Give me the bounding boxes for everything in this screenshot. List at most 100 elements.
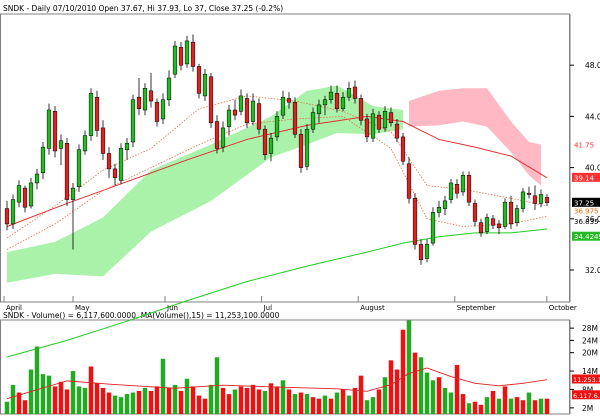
- volume-y-tick-label: 28M: [582, 324, 598, 333]
- price-box-label: 36.835: [574, 218, 599, 226]
- candle-body: [508, 201, 514, 225]
- candle-body: [250, 100, 256, 122]
- volume-bar: [448, 392, 454, 414]
- candle-body: [82, 135, 88, 152]
- volume-bar: [226, 394, 232, 414]
- volume-bar: [130, 392, 136, 414]
- candle-body: [412, 198, 418, 245]
- candle-body: [226, 109, 232, 127]
- volume-bar: [538, 398, 544, 414]
- volume-bar: [202, 398, 208, 414]
- volume-bar: [376, 389, 382, 414]
- volume-bar: [112, 395, 118, 414]
- y-tick-label: 32.0: [585, 266, 600, 275]
- candle-body: [244, 98, 250, 124]
- volume-bar: [442, 387, 448, 414]
- volume-y-tick-label: 2M: [582, 404, 593, 413]
- volume-bar: [334, 392, 340, 414]
- candle-body: [370, 113, 376, 139]
- price-box-label: 39.14: [574, 174, 595, 182]
- candle-body: [202, 73, 208, 97]
- candle-body: [184, 40, 190, 65]
- candle-body: [178, 47, 184, 66]
- volume-ma-box: [572, 374, 600, 384]
- volume-bar: [364, 400, 370, 414]
- candle-body: [28, 182, 34, 207]
- volume-bar: [208, 384, 214, 414]
- volume-bar: [532, 400, 538, 414]
- candle-body: [406, 163, 412, 199]
- volume-bar: [280, 380, 286, 414]
- volume-bar: [526, 392, 532, 414]
- volume-bar: [82, 387, 88, 414]
- volume-bar: [544, 398, 550, 414]
- volume-bar: [196, 395, 202, 414]
- volume-bar: [142, 387, 148, 414]
- candle-body: [340, 96, 346, 109]
- volume-bar: [286, 389, 292, 414]
- candle-body: [310, 112, 316, 130]
- volume-ma-box-label: 11.253.1...: [573, 376, 600, 384]
- candle-body: [526, 192, 532, 195]
- volume-y-axis: 2M 8M 14M 20M 24M 28M 11.253.1... 6.117.6...: [570, 324, 600, 413]
- candle-body: [316, 104, 322, 115]
- volume-bar: [358, 375, 364, 414]
- volume-bar: [502, 386, 508, 414]
- candle-body: [64, 143, 70, 200]
- candle-body: [16, 185, 22, 203]
- candle-body: [322, 99, 328, 106]
- volume-bar: [34, 346, 40, 414]
- volume-bar: [160, 358, 166, 414]
- x-month-label: Jul: [263, 304, 273, 312]
- candle-body: [88, 93, 94, 136]
- candle-body: [358, 98, 364, 121]
- price-box-label: 36.975: [574, 208, 599, 216]
- volume-y-tick-label: 14M: [582, 367, 598, 376]
- volume-bar: [166, 387, 172, 414]
- volume-bar: [454, 364, 460, 414]
- volume-bar: [382, 377, 388, 414]
- candle-body: [40, 146, 46, 173]
- volume-bar: [64, 389, 70, 414]
- volume-y-tick-label: 8M: [582, 385, 593, 394]
- volume-bar: [88, 366, 94, 414]
- candle-body: [388, 112, 394, 124]
- candle-body: [538, 194, 544, 204]
- candle-body: [46, 109, 52, 149]
- candles: [4, 34, 550, 265]
- volume-bar: [4, 401, 10, 414]
- ichimoku-cloud: [7, 85, 541, 283]
- volume-bar: [478, 404, 484, 414]
- volume-bar: [190, 386, 196, 414]
- volume-bar: [322, 395, 328, 414]
- volume-bar: [16, 392, 22, 414]
- candle-body: [70, 187, 76, 200]
- volume-bar: [352, 387, 358, 414]
- volume-bar: [400, 329, 406, 414]
- candle-body: [130, 99, 136, 143]
- volume-bar: [472, 401, 478, 414]
- volume-bar: [118, 397, 124, 414]
- candle-body: [268, 137, 274, 154]
- price-box: [572, 172, 600, 182]
- candle-body: [532, 195, 538, 204]
- candle-body: [418, 244, 424, 261]
- candle-body: [94, 96, 100, 131]
- volume-bar: [256, 389, 262, 414]
- candle-body: [76, 149, 82, 188]
- volume-bars: [4, 320, 550, 414]
- volume-bar: [304, 394, 310, 414]
- candle-body: [106, 153, 112, 170]
- candle-body: [460, 175, 466, 193]
- candle-body: [136, 96, 142, 109]
- volume-bar: [154, 386, 160, 414]
- candle-body: [220, 127, 226, 148]
- volume-bar: [340, 389, 346, 414]
- volume-bar: [298, 392, 304, 414]
- volume-bar: [496, 398, 502, 414]
- price-y-axis: 32.0 36.0 40.0 44.0 48.0: [570, 61, 600, 275]
